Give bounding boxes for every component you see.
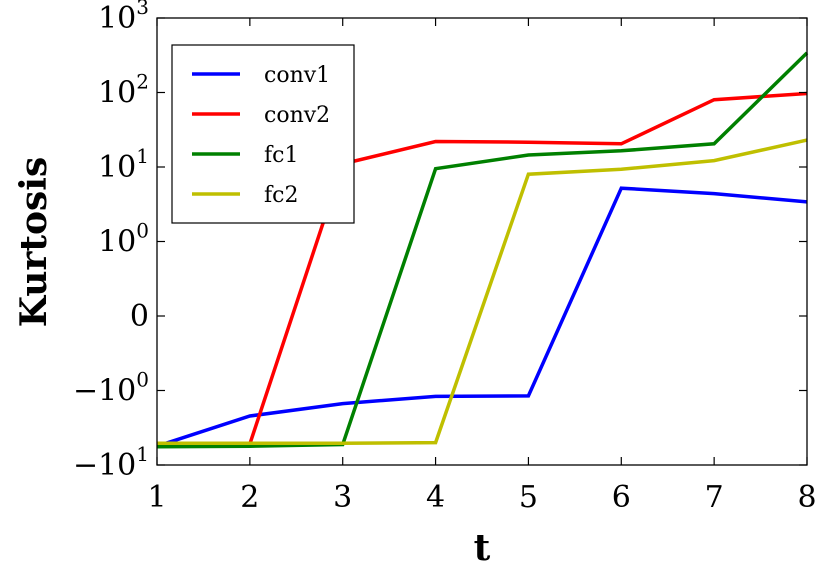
x-tick-label: 8 [797,480,816,515]
y-tick-label: 100 [98,219,149,260]
series-line-conv2 [157,91,808,446]
x-tick-label: 4 [426,480,445,515]
legend-label-fc2: fc2 [264,183,298,208]
x-tick-label: 1 [147,480,166,515]
series-lines [156,51,809,449]
y-tick-label: −100 [73,368,149,409]
x-tick-label: 2 [240,480,259,515]
y-tick-label: 101 [98,144,149,185]
axis-ticks: 1 2 3 4 5 6 7 8 103 102 101 100 0 −100 −101 [73,0,817,515]
x-tick-label: 7 [705,480,724,515]
legend-label-conv2: conv2 [264,103,330,128]
legend: conv1 conv2 fc1 fc2 [171,44,355,224]
series-line-fc2 [157,138,808,445]
x-tick-label: 6 [612,480,631,515]
legend-label-conv1: conv1 [264,63,330,88]
x-axis-title: t [474,527,491,569]
y-tick-label: 103 [98,0,149,36]
series-line-conv1 [156,186,808,448]
y-tick-label: 0 [130,299,149,334]
legend-label-fc1: fc1 [264,143,298,168]
x-tick-label: 5 [519,480,538,515]
series-line-fc1 [156,51,809,449]
y-tick-label: 102 [98,70,149,111]
y-axis-title: Kurtosis [13,157,55,328]
x-tick-label: 3 [333,480,352,515]
y-tick-label: −101 [73,442,149,483]
